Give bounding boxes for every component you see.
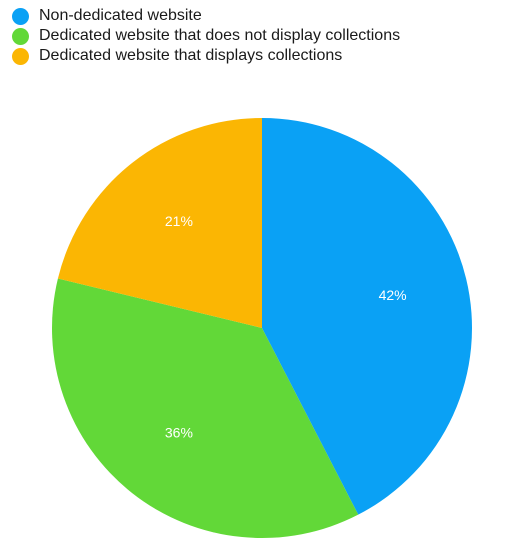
legend-swatch-dedicated-no-collections [12, 27, 29, 45]
legend-label-non-dedicated: Non-dedicated website [39, 7, 202, 24]
pie-label-dedicated-no-collections: 36% [165, 424, 193, 440]
legend-item-dedicated-collections: Dedicated website that displays collecti… [12, 46, 400, 66]
legend-item-non-dedicated: Non-dedicated website [12, 6, 400, 26]
legend-label-dedicated-collections: Dedicated website that displays collecti… [39, 47, 343, 64]
pie-slice-non-dedicated [262, 118, 473, 515]
pie-label-non-dedicated: 42% [379, 287, 407, 303]
chart-legend: Non-dedicated website Dedicated website … [12, 6, 400, 66]
legend-label-dedicated-no-collections: Dedicated website that does not display … [39, 27, 401, 44]
pie-slice-dedicated-no-collections [51, 278, 359, 538]
pie-slice-dedicated-collections [57, 117, 262, 328]
legend-swatch-dedicated-collections [12, 47, 29, 65]
pie-label-dedicated-collections: 21% [165, 213, 193, 229]
legend-swatch-non-dedicated [12, 7, 29, 25]
legend-item-dedicated-no-collections: Dedicated website that does not display … [12, 26, 400, 46]
